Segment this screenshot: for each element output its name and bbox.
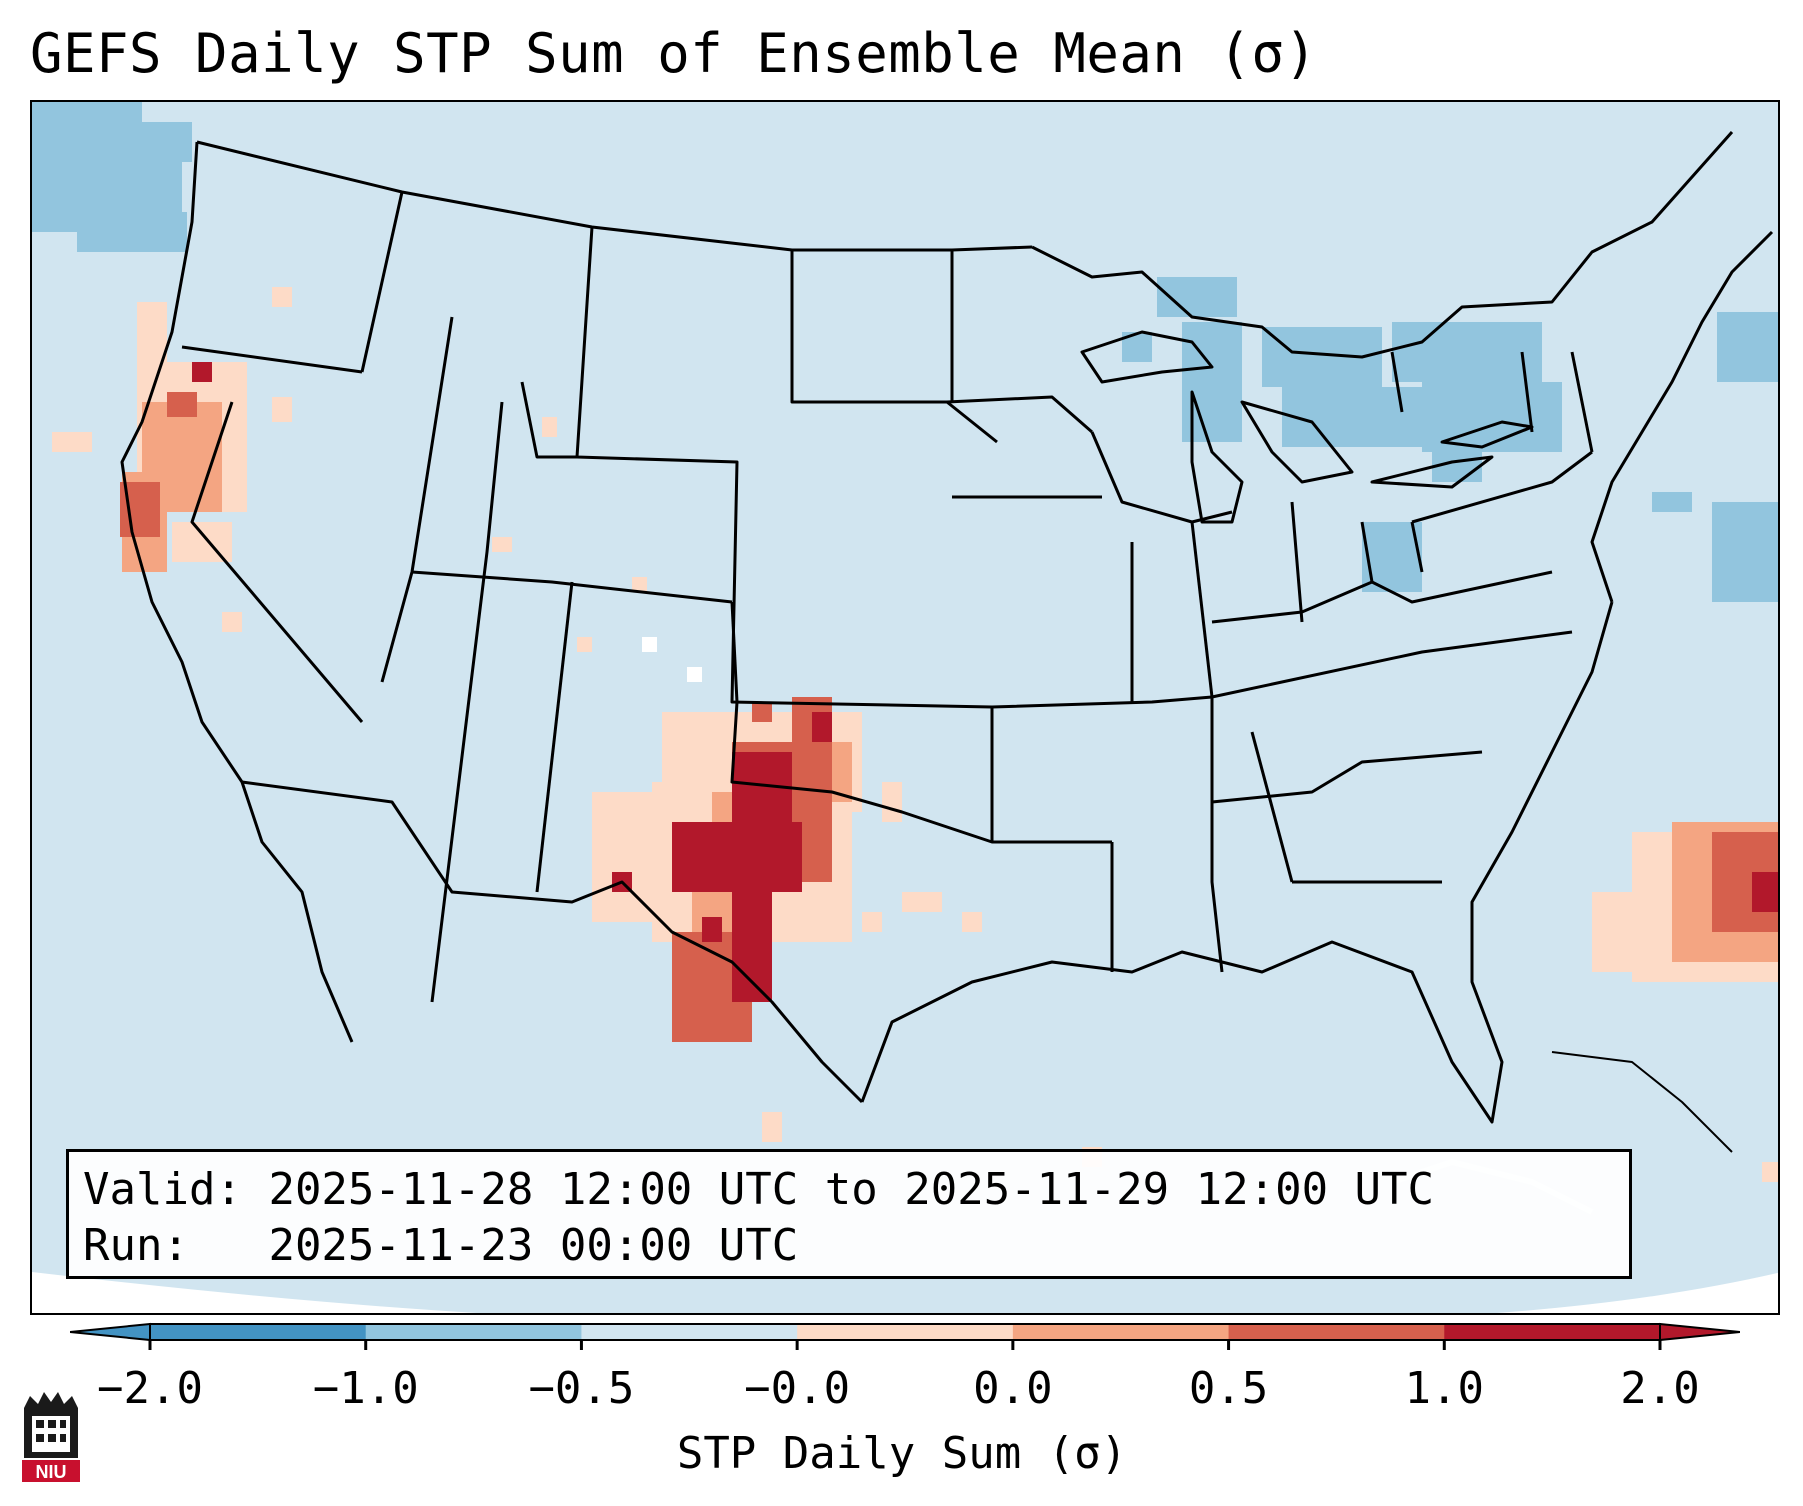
map-panel[interactable] — [30, 100, 1780, 1315]
colorbar-segment — [150, 1324, 367, 1340]
colorbar-outline — [149, 1323, 1661, 1341]
run-label: Run: — [83, 1220, 189, 1271]
projection-edge-left — [32, 1272, 478, 1313]
colorbar-tick-label: −2.0 — [97, 1363, 203, 1414]
northeast-negative-shading — [1122, 277, 1778, 602]
colorbar-tick-label: 0.0 — [973, 1363, 1053, 1414]
colorbar-segment — [1012, 1324, 1230, 1340]
info-box: Valid: 2025-11-28 12:00 UTC to 2025-11-2… — [66, 1149, 1632, 1279]
valid-value: 2025-11-28 12:00 UTC to 2025-11-29 12:00… — [268, 1164, 1435, 1215]
nw-positive-shading — [52, 287, 292, 632]
projection-edge-right — [1496, 1272, 1778, 1313]
logo-text: NIU — [36, 1462, 67, 1482]
map-svg — [32, 102, 1778, 1313]
atlantic-positive-shading — [1592, 822, 1778, 982]
colorbar-segment — [1228, 1324, 1445, 1340]
valid-label: Valid: — [83, 1164, 242, 1215]
colorbar-extend-min — [70, 1322, 151, 1342]
colorbar-ticks — [148, 1340, 1662, 1350]
run-value: 2025-11-23 00:00 UTC — [268, 1220, 799, 1271]
colorbar-tick-label: 2.0 — [1620, 1363, 1700, 1414]
colorbar-segment — [581, 1324, 798, 1340]
colorbar-segment — [365, 1324, 582, 1340]
boundaries — [120, 131, 1774, 1215]
colorbar-segments — [70, 1322, 1740, 1342]
colorbar-extend-max — [1659, 1322, 1740, 1342]
colorbar-tick-label: −0.5 — [528, 1363, 635, 1414]
colorbar-tick-label: 0.5 — [1188, 1363, 1269, 1414]
colorbar-segment — [797, 1324, 1014, 1340]
colorbar-tick-label: −1.0 — [312, 1363, 419, 1414]
pacific-northwest-negative-shading — [32, 102, 192, 252]
university-logo-icon: NIU — [22, 1392, 80, 1482]
colorbar-segment — [1444, 1324, 1661, 1340]
chart-title: GEFS Daily STP Sum of Ensemble Mean (σ) — [30, 22, 1318, 85]
colorbar-title: STP Daily Sum (σ) — [676, 1428, 1128, 1479]
colorbar — [70, 1322, 1740, 1350]
colorbar-tick-label: 1.0 — [1404, 1363, 1485, 1414]
colorbar-tick-label: −0.0 — [744, 1363, 851, 1414]
texas-positive-shading — [592, 697, 982, 1042]
